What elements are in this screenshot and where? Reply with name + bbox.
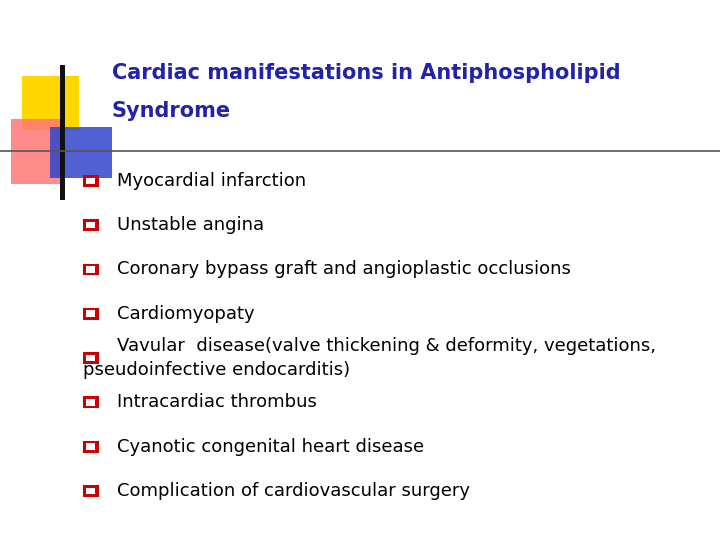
Bar <box>86 222 95 228</box>
Text: pseudoinfective endocarditis): pseudoinfective endocarditis) <box>83 361 350 379</box>
Bar <box>60 65 65 200</box>
Bar <box>22 76 79 130</box>
Bar <box>86 488 95 494</box>
Bar <box>83 308 99 320</box>
Text: Intracardiac thrombus: Intracardiac thrombus <box>117 393 317 411</box>
Bar <box>83 485 99 497</box>
Bar <box>11 119 65 184</box>
Text: Cyanotic congenital heart disease: Cyanotic congenital heart disease <box>117 437 424 456</box>
Bar <box>83 264 99 275</box>
Text: Syndrome: Syndrome <box>112 100 230 121</box>
Text: Cardiomyopaty: Cardiomyopaty <box>117 305 254 323</box>
Text: Cardiac manifestations in Antiphospholipid: Cardiac manifestations in Antiphospholip… <box>112 63 620 83</box>
Bar <box>86 443 95 450</box>
Bar <box>86 178 95 184</box>
Text: Complication of cardiovascular surgery: Complication of cardiovascular surgery <box>117 482 469 500</box>
Bar <box>86 355 95 361</box>
Bar <box>86 310 95 317</box>
Text: Myocardial infarction: Myocardial infarction <box>117 172 306 190</box>
Bar <box>50 127 112 178</box>
Bar <box>83 219 99 231</box>
Text: Unstable angina: Unstable angina <box>117 216 264 234</box>
Text: Vavular  disease(valve thickening & deformity, vegetations,: Vavular disease(valve thickening & defor… <box>117 337 656 355</box>
Bar <box>86 266 95 273</box>
Bar <box>83 352 99 364</box>
Bar <box>83 396 99 408</box>
Bar <box>83 175 99 187</box>
Text: Coronary bypass graft and angioplastic occlusions: Coronary bypass graft and angioplastic o… <box>117 260 570 279</box>
Bar <box>83 441 99 453</box>
Bar <box>86 399 95 406</box>
